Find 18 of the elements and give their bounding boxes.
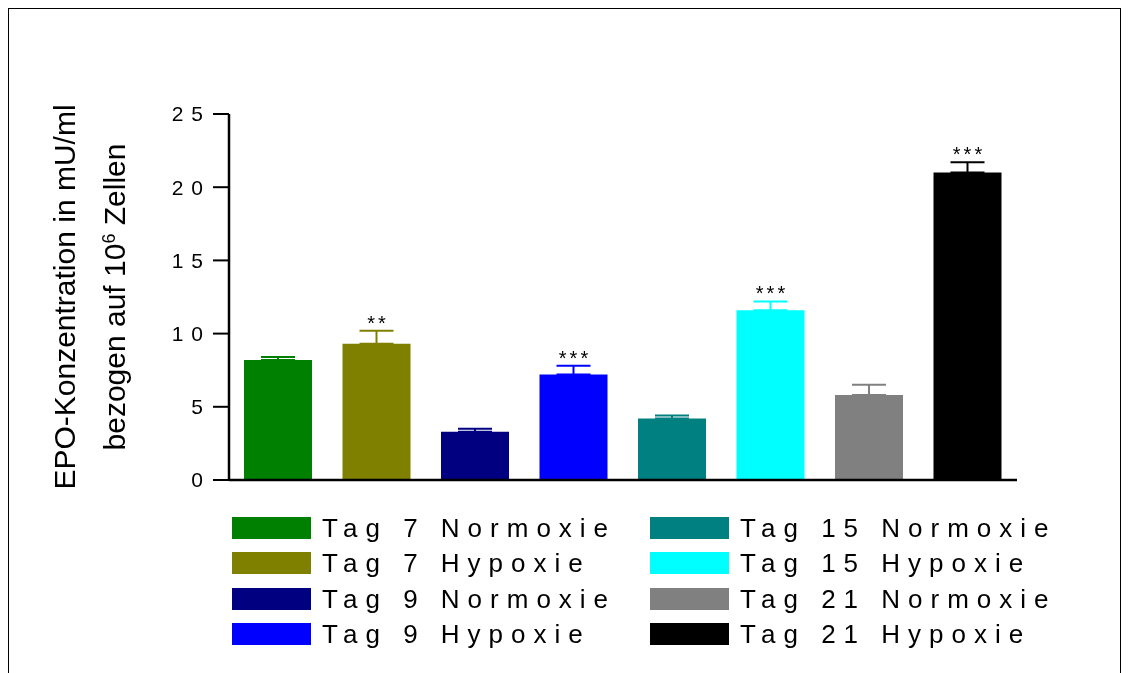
y-tick-label: 15 xyxy=(171,248,211,272)
data-label: *** xyxy=(952,143,986,166)
data-label: *** xyxy=(755,282,789,305)
legend-label: Tag 15 Hypoxie xyxy=(740,548,1032,579)
legend-label: Tag 7 Hypoxie xyxy=(322,548,591,579)
legend-label: Tag 9 Normoxie xyxy=(322,583,617,614)
y-tick-label: 20 xyxy=(171,175,211,199)
legend-label: Tag 21 Normoxie xyxy=(740,583,1057,614)
legend-label: Tag 15 Normoxie xyxy=(740,513,1057,543)
y-tick-label: 5 xyxy=(191,395,211,419)
legend-label: Tag 21 Hypoxie xyxy=(740,618,1032,649)
y-tick-label: 0 xyxy=(191,468,211,492)
legend-label: Tag 7 Normoxie xyxy=(322,513,617,543)
data-label: *** xyxy=(558,346,592,369)
y-tick-label: 10 xyxy=(171,322,211,346)
y-tick-label: 25 xyxy=(171,102,211,126)
legend-label: Tag 9 Hypoxie xyxy=(322,618,591,649)
data-label: ** xyxy=(367,311,389,334)
